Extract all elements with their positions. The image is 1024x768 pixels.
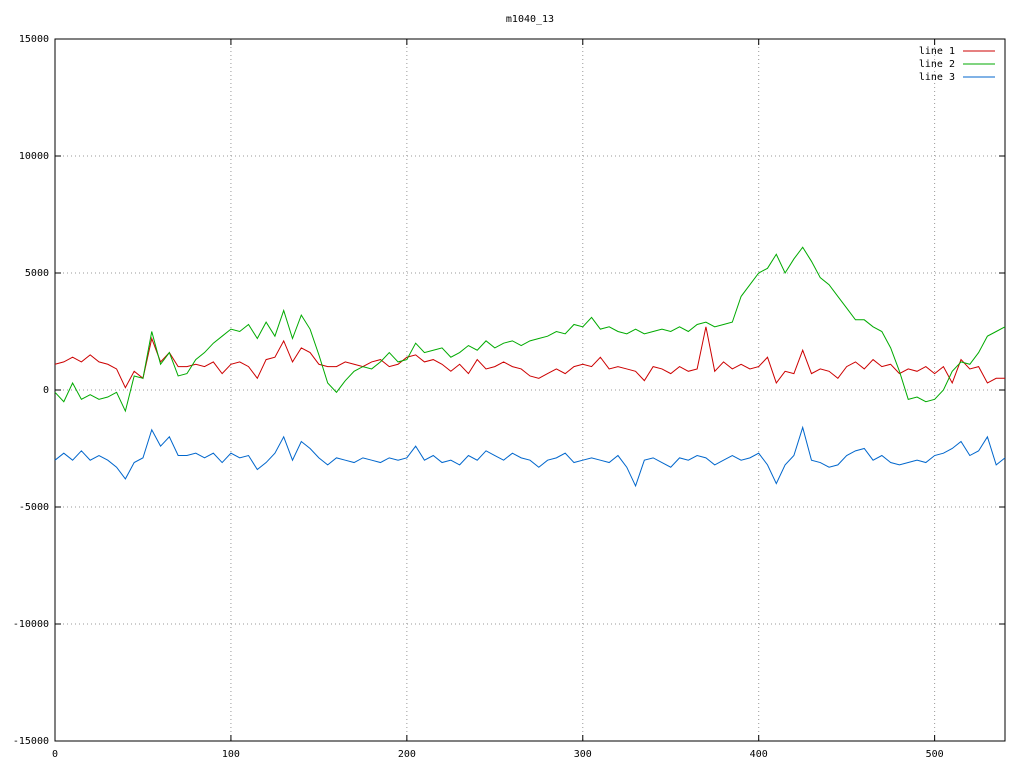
y-tick-label: 0 [43, 385, 49, 396]
series-line [54, 326, 1005, 389]
y-tick-label: 15000 [19, 34, 49, 45]
x-tick-label: 400 [750, 749, 768, 760]
series-line [54, 425, 1006, 488]
legend-label: line 3 [919, 72, 955, 83]
legend-label: line 1 [919, 46, 955, 57]
x-tick-label: 300 [574, 749, 592, 760]
y-tick-label: -10000 [13, 619, 49, 630]
y-tick-label: 5000 [25, 268, 49, 279]
x-tick-label: 500 [926, 749, 944, 760]
x-tick-label: 200 [398, 749, 416, 760]
x-tick-label: 0 [52, 749, 58, 760]
x-tick-label: 100 [222, 749, 240, 760]
legend-label: line 2 [919, 59, 955, 70]
chart-title: m1040_13 [506, 14, 554, 25]
y-tick-label: -15000 [13, 736, 49, 747]
series-line [54, 246, 1006, 413]
plot-frame [54, 38, 1006, 742]
y-tick-label: 10000 [19, 151, 49, 162]
y-tick-label: -5000 [19, 502, 49, 513]
